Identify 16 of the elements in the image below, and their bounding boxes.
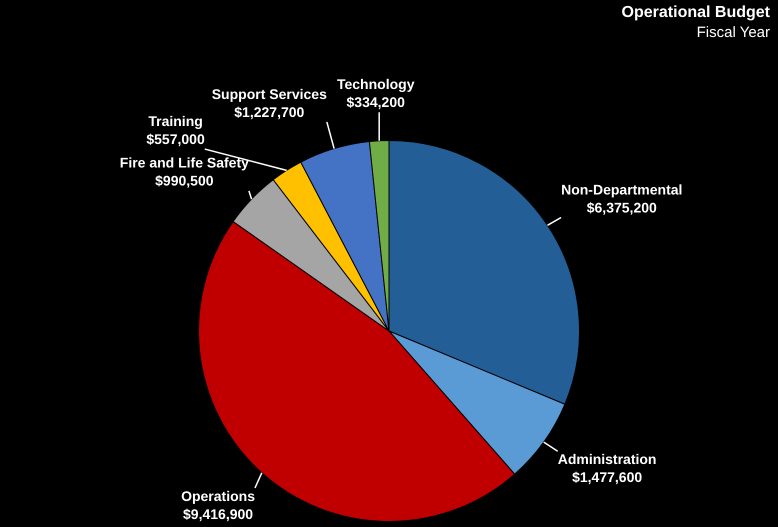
data-label: $557,000	[146, 130, 205, 147]
chart-title: Operational Budget	[622, 4, 770, 22]
data-label: $1,477,600	[572, 469, 642, 486]
slice-label: Training	[148, 112, 203, 129]
data-label: $6,375,200	[586, 199, 658, 216]
data-label: $1,227,700	[234, 104, 305, 120]
slice-label: Support Services	[212, 86, 328, 102]
data-label: $990,500	[155, 172, 214, 189]
slice-label: Fire and Life Safety	[120, 154, 250, 171]
slice-label: Operations	[181, 488, 256, 504]
slice-label: Technology	[336, 76, 415, 92]
slice-label: Non-Departmental	[561, 181, 682, 198]
slice-label: Administration	[558, 451, 656, 468]
data-label: $9,416,900	[182, 506, 254, 522]
text: Fiscal Year	[696, 24, 770, 41]
data-label: $334,200	[346, 94, 406, 110]
